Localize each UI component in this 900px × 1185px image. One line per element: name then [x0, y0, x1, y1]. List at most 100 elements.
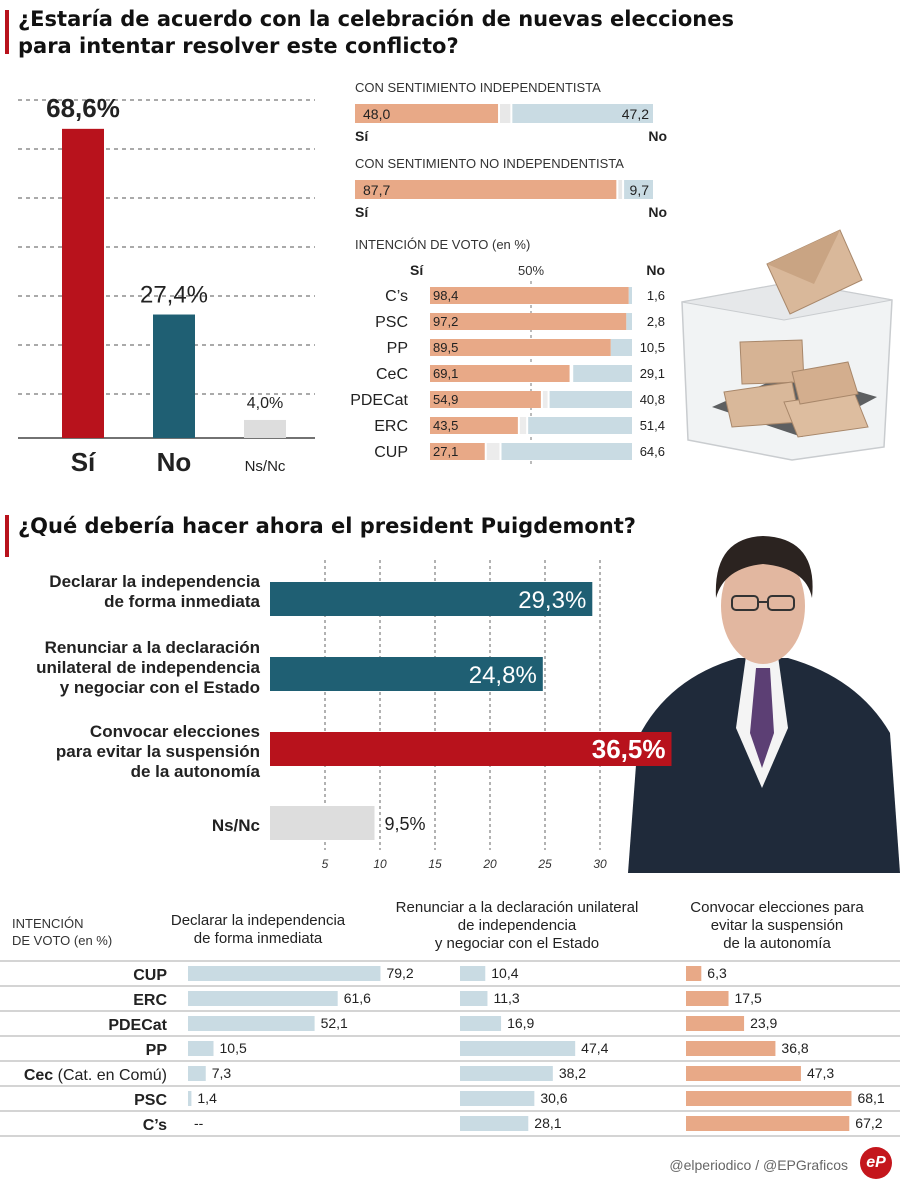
option-label-convocar: Convocar elecciones para evitar la suspen… [55, 722, 260, 781]
x-tick-label: 5 [322, 857, 329, 871]
table-bar [460, 1116, 529, 1131]
table-value: 6,3 [707, 965, 727, 981]
si-header: Sí [410, 262, 424, 278]
table-value: 61,6 [344, 990, 371, 1006]
puigdemont-photo [628, 536, 900, 873]
no-value: 40,8 [640, 392, 665, 407]
table-value: 47,3 [807, 1065, 834, 1081]
footer-credit: @elperiodico / @EPGraficos [669, 1157, 848, 1173]
q1-title-line1: ¿Estaría de acuerdo con la celebración d… [18, 7, 734, 31]
si-value: 89,5 [433, 340, 458, 355]
table-bar [460, 1091, 535, 1106]
bar-value-label: 27,4% [140, 282, 208, 309]
no-value: 51,4 [640, 418, 665, 433]
column-header: evitar la suspensión [711, 917, 844, 934]
overall-bars: 68,6% Sí 27,4% No 4,0% Ns/Nc [46, 93, 286, 477]
si-segment [355, 104, 499, 123]
q2-title: ¿Qué debería hacer ahora el president Pu… [18, 514, 636, 538]
table-bar [686, 1116, 850, 1131]
no-label: No [648, 128, 667, 144]
option-bar-3 [270, 806, 375, 840]
si-segment [430, 339, 611, 356]
category-label: Ns/Nc [245, 458, 286, 475]
voto-title: INTENCIÓN DE VOTO (en %) [355, 237, 531, 252]
no-label: No [648, 204, 667, 220]
ns-segment [486, 443, 500, 460]
table-bar [686, 1091, 852, 1106]
party-label: CUP [133, 967, 167, 984]
puigdemont-labels: Declarar la independencia de forma inmedi… [0, 560, 270, 880]
si-value: 69,1 [433, 366, 458, 381]
si-value: 43,5 [433, 418, 458, 433]
option-value-label: 29,3% [518, 587, 586, 614]
si-segment [430, 313, 627, 330]
x-tick-label: 20 [482, 857, 497, 871]
x-tick-label: 10 [373, 857, 387, 871]
face-shape [721, 548, 805, 664]
column-header: y negociar con el Estado [435, 935, 599, 952]
table-value: 1,4 [197, 1090, 217, 1106]
party-label: PP [146, 1042, 168, 1059]
x-tick-label: 30 [593, 857, 607, 871]
no-header: No [646, 262, 665, 278]
hair-shape [715, 536, 813, 598]
party-label: C’s [143, 1117, 167, 1134]
option-value-label: 36,5% [592, 734, 666, 764]
column-header: Renunciar a la declaración unilateral [396, 899, 639, 916]
party-label: PP [387, 340, 408, 357]
bar-2 [244, 419, 286, 438]
table-value: 30,6 [540, 1090, 567, 1106]
table-value: 36,8 [781, 1040, 808, 1056]
noindep-chart: 87,7 9,7 Sí No [355, 180, 667, 220]
table-bar [460, 991, 488, 1006]
table-bar [460, 1016, 502, 1031]
si-segment [430, 287, 629, 304]
no-segment [624, 180, 653, 199]
party-label: C’s [385, 288, 408, 305]
table-value: 68,1 [857, 1090, 884, 1106]
table-header-line1: INTENCIÓN [12, 916, 84, 931]
table-value: 28,1 [534, 1115, 561, 1131]
option-value-label: 9,5% [385, 814, 426, 834]
table-bar [188, 966, 381, 981]
table-bar [460, 1066, 553, 1081]
ballot-box-illustration [681, 229, 893, 461]
intencion-opciones-chart: INTENCIÓN DE VOTO (en %) Declarar la indep… [0, 899, 900, 1137]
column-header: Declarar la independencia [171, 912, 346, 929]
no-segment [610, 339, 632, 356]
column-header: de forma inmediata [194, 930, 323, 947]
indep-chart: 48,0 47,2 Sí No [355, 104, 667, 144]
option-bar-2 [270, 732, 672, 766]
envelope-icon [791, 361, 859, 405]
q1-title-line2: para intentar resolver este conflicto? [18, 34, 459, 58]
table-value: 7,3 [212, 1065, 232, 1081]
mid-label: 50% [518, 263, 544, 278]
table-value: 10,4 [491, 965, 518, 981]
si-segment [355, 180, 617, 199]
category-label: No [157, 447, 192, 477]
bar-value-label: 4,0% [247, 395, 283, 412]
no-segment [501, 443, 632, 460]
no-segment [626, 313, 632, 330]
si-value: 27,1 [433, 444, 458, 459]
table-bar [188, 1041, 214, 1056]
option-label-declarar: Declarar la independencia de forma inmedi… [49, 572, 260, 611]
no-value: 64,6 [640, 444, 665, 459]
no-segment [628, 287, 632, 304]
title-accent [5, 10, 9, 54]
si-value: 54,9 [433, 392, 458, 407]
no-value: 9,7 [630, 182, 650, 198]
table-value: 79,2 [386, 965, 413, 981]
table-bar [460, 966, 486, 981]
option-label-renunciar: Renunciar a la declaración unilateral de … [36, 638, 260, 697]
table-header-line2: DE VOTO (en %) [12, 933, 112, 948]
table-value: 10,5 [220, 1040, 247, 1056]
party-label: ERC [374, 418, 408, 435]
category-label: Sí [71, 447, 96, 477]
ns-segment [542, 391, 548, 408]
party-label: PSC [375, 314, 408, 331]
si-label: Sí [355, 128, 369, 144]
party-label: PDECat [108, 1017, 167, 1034]
table-value: 47,4 [581, 1040, 608, 1056]
option-label-nsnc: Ns/Nc [211, 816, 260, 835]
